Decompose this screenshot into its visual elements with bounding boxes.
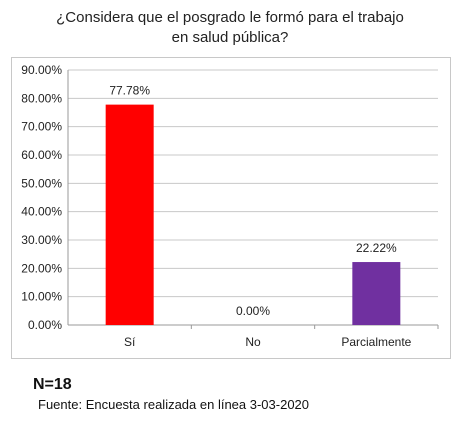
chart-title: ¿Considera que el posgrado le formó para… bbox=[0, 8, 460, 48]
bar-3 bbox=[352, 262, 401, 325]
y-tick-label: 10.00% bbox=[21, 290, 62, 304]
x-tick-label: Sí bbox=[124, 335, 136, 349]
sample-size-label: N=18 bbox=[33, 376, 72, 393]
y-tick-label: 50.00% bbox=[21, 176, 62, 190]
data-label: 22.22% bbox=[356, 241, 397, 255]
y-tick-label: 80.00% bbox=[21, 91, 62, 105]
chart-title-line-2: en salud pública? bbox=[171, 29, 289, 46]
y-tick-label: 70.00% bbox=[21, 120, 62, 134]
y-tick-label: 0.00% bbox=[28, 318, 62, 332]
y-tick-label: 40.00% bbox=[21, 205, 62, 219]
chart-title-line-1: ¿Considera que el posgrado le formó para… bbox=[56, 9, 404, 26]
y-tick-label: 30.00% bbox=[21, 233, 62, 247]
source-note: Fuente: Encuesta realizada en línea 3-03… bbox=[38, 397, 310, 412]
data-label: 0.00% bbox=[236, 304, 270, 318]
y-tick-label: 60.00% bbox=[21, 148, 62, 162]
data-label: 77.78% bbox=[109, 84, 150, 98]
x-tick-label: No bbox=[245, 335, 261, 349]
y-tick-label: 20.00% bbox=[21, 261, 62, 275]
x-tick-label: Parcialmente bbox=[341, 335, 411, 349]
y-tick-label: 90.00% bbox=[21, 63, 62, 77]
bar-1 bbox=[105, 104, 154, 325]
